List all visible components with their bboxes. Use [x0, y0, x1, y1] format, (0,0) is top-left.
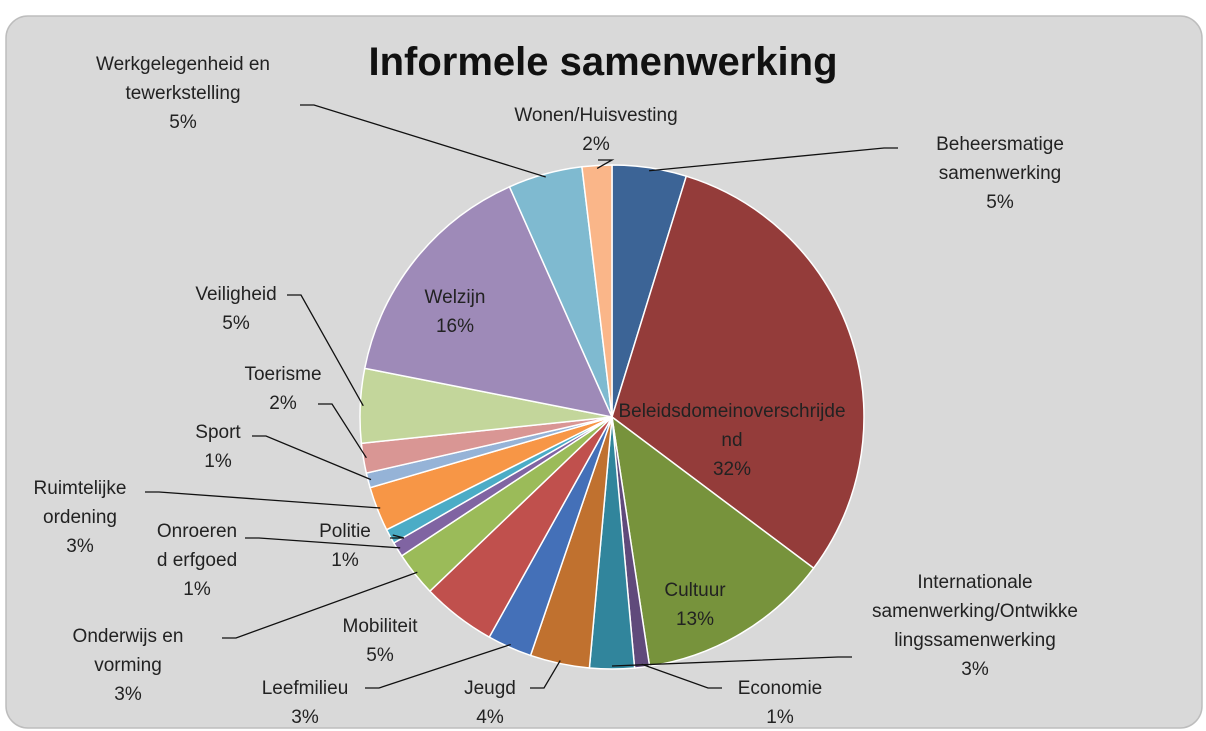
leader-line	[596, 159, 615, 170]
data-label: Mobiliteit 5%	[315, 612, 445, 670]
leader-line	[318, 403, 367, 459]
category-label: Beheersmatige samenwerking	[936, 134, 1064, 184]
value-label: 5%	[169, 112, 197, 133]
data-label: Veiligheid 5%	[181, 280, 291, 338]
data-label: Beheersmatige samenwerking 5%	[905, 130, 1095, 217]
category-label: Cultuur	[664, 580, 726, 601]
value-label: 3%	[961, 659, 989, 680]
leader-line	[245, 537, 401, 549]
category-label: Toerisme	[244, 364, 322, 385]
value-label: 1%	[204, 451, 232, 472]
value-label: 16%	[435, 316, 475, 337]
category-label: Internationale samenwerking/Ontwikkeling…	[872, 572, 1078, 651]
data-label: Sport 1%	[178, 418, 258, 476]
data-label: Economie 1%	[720, 674, 840, 731]
data-label: Beleidsdomeinoverschrijdend 32%	[617, 397, 847, 484]
value-label: 1%	[331, 550, 359, 571]
value-label: 5%	[222, 313, 250, 334]
category-label: Economie	[737, 678, 823, 699]
value-label: 2%	[582, 134, 610, 155]
data-label: Ruimtelijke ordening 3%	[10, 474, 150, 561]
category-label: Jeugd	[464, 678, 516, 699]
category-label: Sport	[195, 422, 241, 443]
leader-line	[252, 435, 372, 481]
value-label: 2%	[269, 393, 297, 414]
data-label: Onderwijs en vorming 3%	[53, 622, 203, 709]
category-label: Ruimtelijke ordening	[33, 478, 127, 528]
data-label: Toerisme 2%	[228, 360, 338, 418]
data-label: Wonen/Huisvesting 2%	[476, 101, 716, 159]
value-label: 3%	[291, 707, 319, 728]
value-label: 3%	[114, 684, 142, 705]
leader-line	[365, 643, 511, 689]
chart-title: Informele samenwerking	[368, 40, 838, 84]
category-label: Veiligheid	[195, 284, 277, 305]
value-label: 32%	[712, 459, 752, 480]
leader-line	[300, 104, 546, 178]
category-label: Onderwijs en vorming	[72, 626, 184, 676]
leader-line	[222, 571, 418, 639]
pie-slice	[363, 185, 614, 419]
leader-line	[611, 656, 852, 667]
data-label: Welzijn 16%	[400, 283, 510, 341]
leader-line	[641, 663, 722, 689]
category-label: Beleidsdomeinoverschrijdend	[618, 401, 846, 451]
leader-line	[287, 294, 364, 407]
value-label: 13%	[675, 609, 715, 630]
category-label: Welzijn	[424, 287, 486, 308]
pie-slice	[611, 175, 865, 570]
value-label: 3%	[66, 536, 94, 557]
value-label: 5%	[366, 645, 394, 666]
leader-line	[145, 491, 381, 509]
category-label: Werkgelegenheid en tewerkstelling	[96, 54, 270, 104]
leader-line	[649, 147, 898, 172]
category-label: Mobiliteit	[342, 616, 418, 637]
data-label: Politie 1%	[305, 517, 385, 575]
data-label: Jeugd 4%	[450, 674, 530, 731]
data-label: Internationale samenwerking/Ontwikkeling…	[870, 568, 1080, 684]
value-label: 1%	[766, 707, 794, 728]
category-label: Politie	[319, 521, 371, 542]
category-label: Onroerend erfgoed	[156, 521, 238, 571]
value-label: 1%	[183, 579, 211, 600]
data-label: Onroerend erfgoed 1%	[152, 517, 242, 604]
data-label: Leefmilieu 3%	[245, 674, 365, 731]
pie-slice	[581, 164, 613, 418]
category-label: Leefmilieu	[261, 678, 349, 699]
value-label: 4%	[476, 707, 504, 728]
category-label: Wonen/Huisvesting	[514, 105, 678, 126]
data-label: Cultuur 13%	[635, 576, 755, 634]
value-label: 5%	[986, 192, 1014, 213]
leader-line	[390, 534, 405, 539]
data-label: Werkgelegenheid en tewerkstelling 5%	[93, 50, 273, 137]
leader-line	[530, 660, 561, 689]
